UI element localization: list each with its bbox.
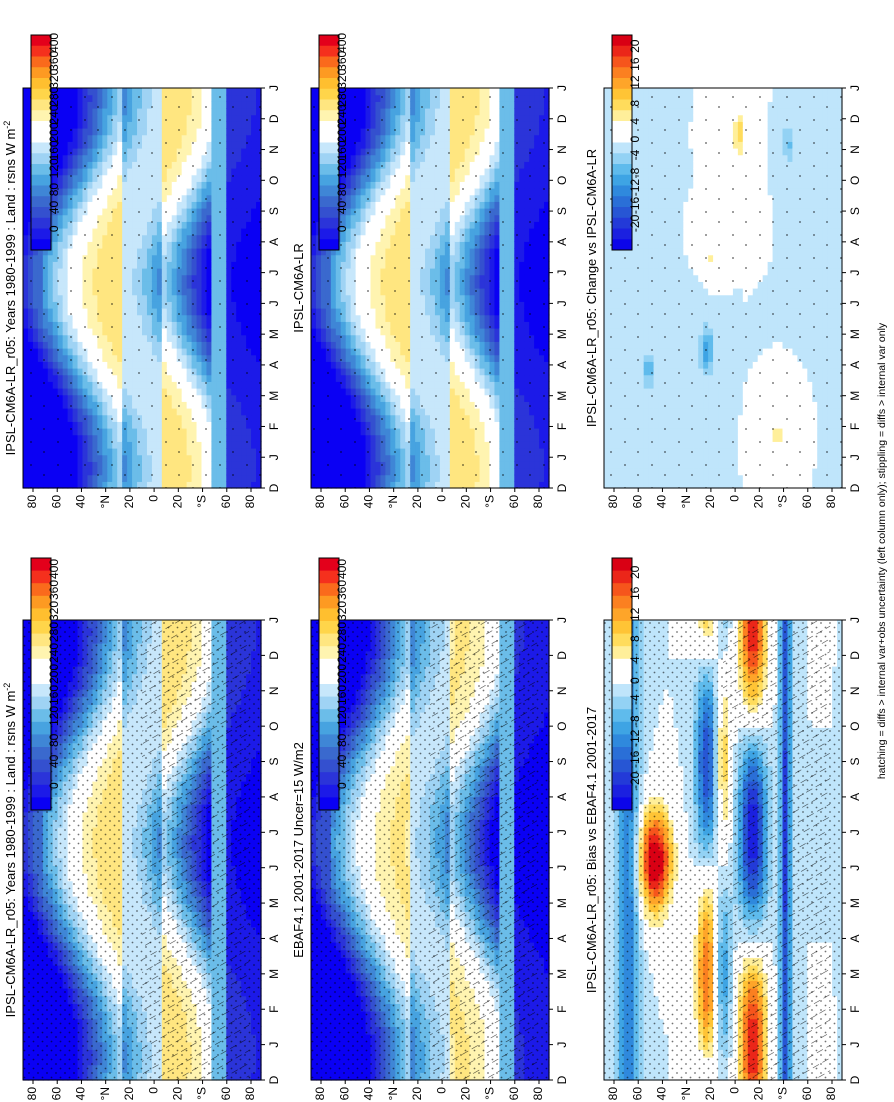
colorbar-tick-label: 200 [47, 664, 61, 684]
lat-tick-label: 20 [122, 1087, 136, 1101]
lat-tick-label: 80 [243, 1087, 257, 1101]
lat-tick-label: °S [195, 1087, 209, 1100]
month-tick-label: D [267, 651, 281, 660]
chart-panel-1: IPSL-CM6A-LR_r05: Years 1980-1999 : Land… [2, 557, 281, 1101]
chart-panel-2: IPSL-CM6A-LR_r05: Years 1980-1999 : Land… [2, 33, 281, 509]
month-tick-label: A [267, 934, 281, 942]
month-tick-label: M [267, 969, 281, 979]
month-tick-label: D [267, 1075, 281, 1084]
colorbar-tick-label: 120 [47, 706, 61, 726]
lat-tick-label: 20 [171, 1087, 185, 1101]
month-tick-label: O [267, 721, 281, 730]
colorbar-tick-label: 400 [47, 559, 61, 579]
lat-tick-label: 40 [74, 1087, 88, 1101]
month-tick-label: N [267, 686, 281, 695]
title-superscript: -2 [2, 683, 12, 691]
colorbar-tick-label: 320 [47, 601, 61, 621]
lat-tick-label: 0 [146, 1087, 160, 1094]
month-tick-label: A [267, 793, 281, 801]
colorbar-tick-label: 80 [47, 733, 61, 747]
month-tick-label: J [267, 1042, 281, 1048]
colorbar-tick-label: 280 [47, 622, 61, 642]
lat-tick-label: °N [98, 1087, 112, 1100]
month-tick-label: J [267, 829, 281, 835]
colorbar-tick-label: 360 [47, 580, 61, 600]
month-tick-label: J [267, 865, 281, 871]
hatching-overlay [142, 620, 250, 1080]
month-tick-label: J [267, 617, 281, 623]
colorbar-tick-label: 40 [47, 754, 61, 768]
lat-tick-label: 60 [219, 1087, 233, 1101]
month-tick-label: F [267, 1006, 281, 1013]
lat-tick-label: 80 [25, 1087, 39, 1101]
colorbar-tick-label: 160 [47, 685, 61, 705]
colorbar-tick-label: 0 [47, 782, 61, 789]
lat-tick-label: 60 [49, 1087, 63, 1101]
month-tick-label: M [267, 898, 281, 908]
colorbar-swatch [31, 797, 51, 811]
colorbar-tick-label: 240 [47, 643, 61, 663]
month-tick-label: S [267, 758, 281, 766]
panel-title: IPSL-CM6A-LR_r05: Years 1980-1999 : Land… [2, 683, 18, 1018]
